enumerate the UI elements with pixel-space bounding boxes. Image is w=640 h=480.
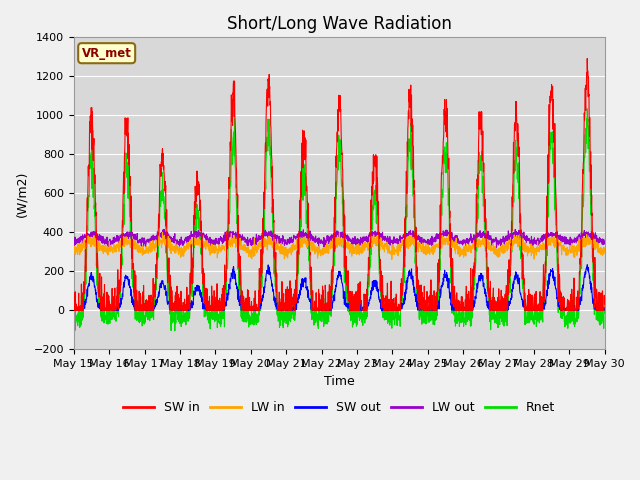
Text: VR_met: VR_met — [82, 47, 132, 60]
Title: Short/Long Wave Radiation: Short/Long Wave Radiation — [227, 15, 452, 33]
X-axis label: Time: Time — [324, 374, 355, 387]
Legend: SW in, LW in, SW out, LW out, Rnet: SW in, LW in, SW out, LW out, Rnet — [118, 396, 561, 419]
Y-axis label: (W/m2): (W/m2) — [15, 170, 28, 216]
